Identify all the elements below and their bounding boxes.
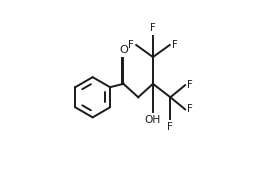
Text: F: F <box>129 40 134 50</box>
Text: F: F <box>187 80 193 90</box>
Text: F: F <box>150 23 156 33</box>
Text: O: O <box>119 45 128 55</box>
Text: F: F <box>167 122 173 132</box>
Text: F: F <box>172 40 178 50</box>
Text: OH: OH <box>144 115 161 125</box>
Text: F: F <box>187 104 193 114</box>
